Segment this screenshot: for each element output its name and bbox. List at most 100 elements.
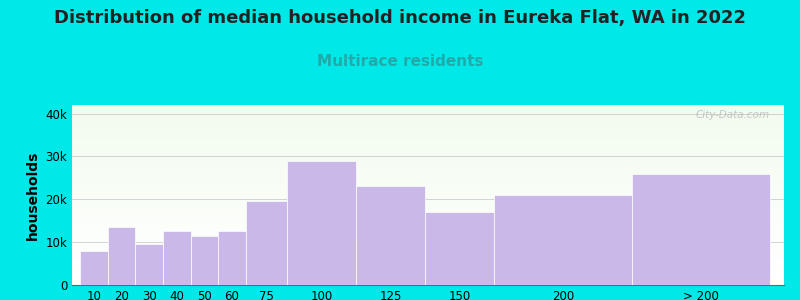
Bar: [72, 175, 784, 176]
Bar: [72, 164, 784, 165]
Bar: [494, 195, 632, 285]
Bar: [72, 180, 784, 181]
Bar: [72, 219, 784, 220]
Bar: [72, 208, 784, 209]
Bar: [72, 284, 784, 285]
Bar: [72, 257, 784, 258]
Bar: [72, 138, 784, 139]
Bar: [163, 231, 190, 285]
Bar: [72, 199, 784, 200]
Bar: [72, 126, 784, 127]
Bar: [72, 106, 784, 107]
Bar: [72, 178, 784, 179]
Bar: [72, 277, 784, 278]
Bar: [72, 240, 784, 241]
Text: Distribution of median household income in Eureka Flat, WA in 2022: Distribution of median household income …: [54, 9, 746, 27]
Bar: [72, 261, 784, 262]
Bar: [72, 118, 784, 119]
Bar: [72, 255, 784, 256]
Bar: [72, 139, 784, 140]
Bar: [72, 241, 784, 242]
Bar: [72, 235, 784, 236]
Text: Multirace residents: Multirace residents: [317, 54, 483, 69]
Bar: [72, 244, 784, 245]
Bar: [72, 259, 784, 260]
Bar: [72, 234, 784, 235]
Bar: [72, 170, 784, 171]
Bar: [72, 281, 784, 282]
Bar: [72, 122, 784, 123]
Bar: [72, 153, 784, 154]
Text: City-Data.com: City-Data.com: [696, 110, 770, 120]
Bar: [72, 108, 784, 109]
Bar: [72, 195, 784, 196]
Bar: [72, 201, 784, 202]
Bar: [72, 275, 784, 276]
Bar: [72, 111, 784, 112]
Bar: [218, 231, 246, 285]
Bar: [72, 185, 784, 186]
Bar: [72, 239, 784, 240]
Bar: [190, 236, 218, 285]
Bar: [72, 237, 784, 238]
Bar: [108, 227, 135, 285]
Bar: [72, 233, 784, 234]
Bar: [72, 124, 784, 125]
Bar: [72, 245, 784, 246]
Bar: [72, 141, 784, 142]
Bar: [72, 159, 784, 160]
Bar: [72, 230, 784, 231]
Bar: [356, 186, 426, 285]
Bar: [72, 168, 784, 169]
Bar: [72, 176, 784, 177]
Bar: [632, 174, 770, 285]
Bar: [72, 215, 784, 216]
Bar: [72, 254, 784, 255]
Bar: [72, 186, 784, 187]
Bar: [72, 142, 784, 143]
Bar: [72, 246, 784, 247]
Bar: [72, 236, 784, 237]
Bar: [72, 280, 784, 281]
Bar: [72, 204, 784, 205]
Bar: [72, 223, 784, 224]
Bar: [72, 167, 784, 168]
Bar: [72, 222, 784, 223]
Bar: [72, 213, 784, 214]
Bar: [72, 262, 784, 263]
Bar: [72, 140, 784, 141]
Bar: [72, 158, 784, 159]
Bar: [72, 182, 784, 183]
Bar: [72, 210, 784, 211]
Bar: [72, 163, 784, 164]
Bar: [72, 189, 784, 190]
Bar: [72, 135, 784, 136]
Bar: [72, 177, 784, 178]
Bar: [72, 212, 784, 213]
Bar: [72, 165, 784, 166]
Bar: [80, 251, 108, 285]
Bar: [72, 193, 784, 194]
Bar: [72, 184, 784, 185]
Bar: [72, 136, 784, 137]
Bar: [72, 283, 784, 284]
Bar: [72, 263, 784, 264]
Bar: [72, 264, 784, 265]
Bar: [72, 152, 784, 153]
Bar: [72, 218, 784, 219]
Bar: [72, 145, 784, 146]
Bar: [72, 265, 784, 266]
Bar: [72, 220, 784, 221]
Bar: [72, 216, 784, 217]
Bar: [72, 131, 784, 132]
Bar: [246, 201, 287, 285]
Bar: [72, 206, 784, 207]
Bar: [72, 127, 784, 128]
Bar: [72, 238, 784, 239]
Bar: [72, 117, 784, 118]
Bar: [72, 202, 784, 203]
Bar: [72, 144, 784, 145]
Bar: [426, 212, 494, 285]
Bar: [72, 243, 784, 244]
Bar: [72, 197, 784, 198]
